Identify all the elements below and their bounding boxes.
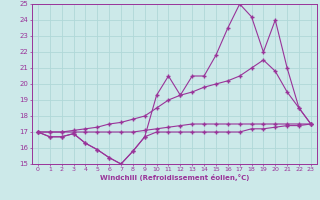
X-axis label: Windchill (Refroidissement éolien,°C): Windchill (Refroidissement éolien,°C) bbox=[100, 174, 249, 181]
